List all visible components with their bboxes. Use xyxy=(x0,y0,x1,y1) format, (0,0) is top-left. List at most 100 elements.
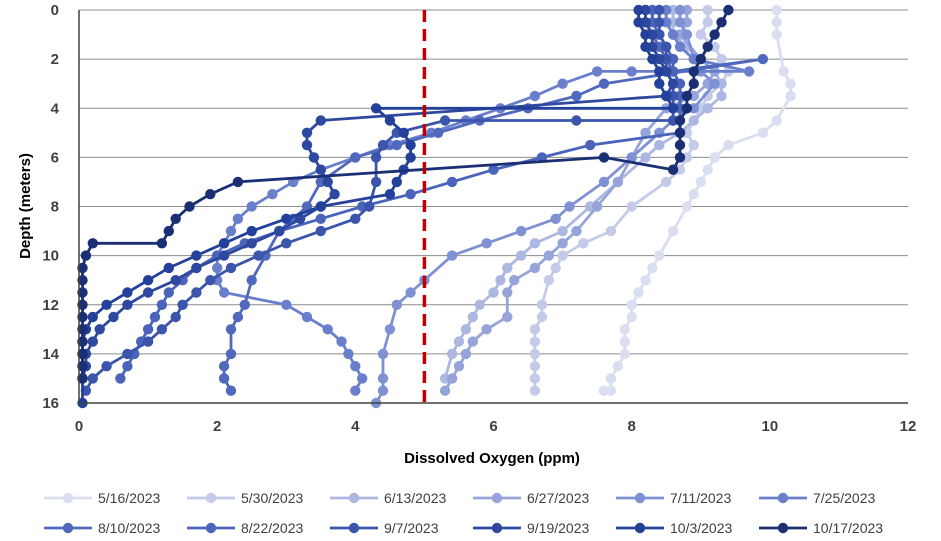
data-point xyxy=(640,41,651,52)
legend-label: 8/22/2023 xyxy=(241,520,303,536)
data-point xyxy=(771,17,782,28)
y-tick-label: 14 xyxy=(42,346,59,363)
x-tick-labels: 0 2 4 6 8 10 12 xyxy=(75,418,917,435)
data-point xyxy=(225,262,237,274)
data-point xyxy=(529,385,541,396)
legend-item: 7/25/2023 xyxy=(759,490,875,506)
y-axis-title: Depth (meters) xyxy=(17,153,34,259)
data-point xyxy=(654,78,665,89)
data-point xyxy=(446,250,458,261)
data-point xyxy=(640,152,651,163)
data-point xyxy=(315,201,326,212)
data-point xyxy=(142,324,154,335)
data-point xyxy=(667,103,679,114)
y-tick-label: 4 xyxy=(51,100,60,117)
data-point xyxy=(77,373,88,384)
data-point xyxy=(218,238,230,249)
data-point xyxy=(571,115,582,126)
axes xyxy=(78,10,908,404)
data-point xyxy=(177,299,188,310)
legend-item: 6/27/2023 xyxy=(473,490,589,506)
x-tick-label: 12 xyxy=(900,418,917,435)
data-point xyxy=(654,17,665,28)
data-point xyxy=(246,238,257,249)
data-point xyxy=(225,385,237,396)
legend-item: 6/13/2023 xyxy=(330,490,446,506)
data-point xyxy=(529,324,541,335)
data-point xyxy=(77,361,88,372)
data-point xyxy=(239,299,250,310)
data-point xyxy=(142,287,154,298)
data-point xyxy=(536,311,548,323)
series-line xyxy=(604,10,792,393)
data-point xyxy=(688,139,699,151)
data-point xyxy=(529,361,541,372)
data-point xyxy=(101,299,112,310)
data-point xyxy=(619,348,630,360)
series-line xyxy=(443,10,723,379)
data-point xyxy=(612,176,624,188)
data-point xyxy=(308,152,320,163)
data-point xyxy=(640,275,651,286)
data-point xyxy=(674,127,686,138)
legend-marker xyxy=(491,492,503,504)
data-point xyxy=(405,139,416,151)
data-point xyxy=(571,225,582,237)
data-point xyxy=(488,164,499,175)
series-line xyxy=(119,10,682,380)
data-point xyxy=(757,53,769,65)
legend-label: 10/17/2023 xyxy=(813,520,883,536)
data-point xyxy=(87,238,99,249)
data-point xyxy=(481,324,492,335)
data-point xyxy=(529,90,541,102)
data-point xyxy=(156,299,168,310)
data-point xyxy=(246,201,257,212)
data-point xyxy=(184,201,195,212)
legend-label: 9/7/2023 xyxy=(384,520,439,536)
data-point xyxy=(191,262,202,274)
data-point xyxy=(591,201,603,212)
data-point xyxy=(253,250,264,261)
data-point xyxy=(481,238,492,249)
data-point xyxy=(688,115,699,126)
data-point xyxy=(433,127,444,138)
data-point xyxy=(218,250,230,261)
data-point xyxy=(550,262,561,274)
data-point xyxy=(771,4,782,16)
data-point xyxy=(301,311,313,323)
data-point xyxy=(80,250,92,261)
data-point xyxy=(716,53,727,65)
data-point xyxy=(515,250,527,261)
data-point xyxy=(557,78,568,89)
data-point xyxy=(529,238,541,249)
data-point xyxy=(191,250,202,261)
legend-item: 10/17/2023 xyxy=(759,520,883,536)
data-point xyxy=(502,262,513,274)
data-point xyxy=(640,127,651,138)
legend-marker xyxy=(634,522,646,534)
legend-label: 6/13/2023 xyxy=(384,490,446,506)
y-tick-label: 0 xyxy=(51,2,59,19)
data-point xyxy=(94,324,105,335)
legend-marker xyxy=(348,522,360,534)
data-point xyxy=(529,262,541,274)
data-point xyxy=(757,127,769,138)
legend-marker xyxy=(634,492,646,504)
data-point xyxy=(688,66,699,77)
data-point xyxy=(281,299,292,310)
data-point xyxy=(771,29,782,40)
data-point xyxy=(502,287,513,298)
data-point xyxy=(654,139,665,151)
data-point xyxy=(598,385,610,396)
data-point xyxy=(778,66,789,77)
legend-label: 7/11/2023 xyxy=(670,490,731,506)
y-tick-label: 6 xyxy=(51,149,59,166)
data-point xyxy=(529,373,541,384)
data-point xyxy=(77,299,88,310)
data-point xyxy=(667,29,679,40)
legend-item: 5/16/2023 xyxy=(44,490,160,506)
data-point xyxy=(87,373,99,384)
series-line xyxy=(84,10,675,392)
data-point xyxy=(370,103,382,114)
